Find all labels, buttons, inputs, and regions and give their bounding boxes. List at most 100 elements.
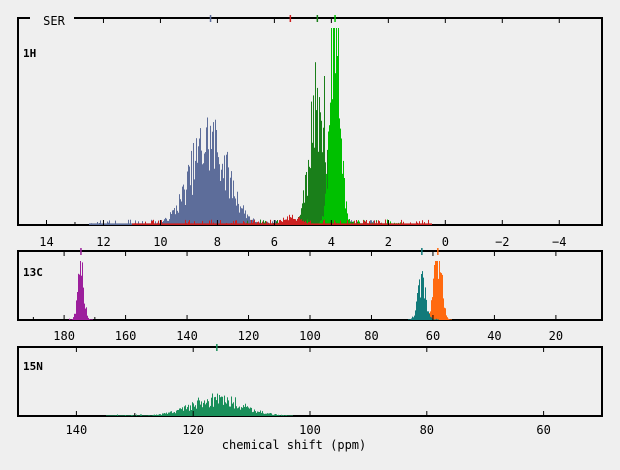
- histogram-bar: [421, 223, 422, 225]
- histogram-bar: [242, 223, 243, 225]
- histogram-bar: [334, 220, 335, 225]
- histogram-bar: [291, 217, 292, 225]
- histogram-bar: [183, 184, 184, 225]
- histogram-bar: [186, 189, 187, 225]
- histogram-bar: [238, 203, 239, 225]
- histogram-bar: [113, 415, 114, 416]
- histogram-bar: [138, 223, 139, 225]
- histogram-bar: [118, 223, 119, 225]
- x-tick-label: 10: [153, 235, 167, 249]
- histogram-bar: [169, 223, 170, 225]
- histogram-bar: [142, 415, 143, 416]
- histogram-bar: [115, 415, 116, 416]
- histogram-bar: [147, 415, 148, 416]
- histogram-bar: [316, 110, 317, 225]
- histogram-bar: [138, 221, 139, 225]
- histogram-bar: [425, 223, 426, 225]
- histogram-bar: [353, 223, 354, 225]
- histogram-bar: [192, 194, 193, 225]
- histogram-bar: [268, 413, 269, 416]
- histogram-bar: [218, 223, 219, 225]
- histogram-bar: [194, 406, 195, 416]
- histogram-bar: [447, 317, 448, 320]
- histogram-bar: [398, 223, 399, 225]
- histogram-bar: [374, 220, 375, 225]
- histogram-bar: [328, 131, 329, 225]
- histogram-bar: [350, 223, 351, 225]
- histogram-bar: [174, 223, 175, 225]
- histogram-bar: [112, 415, 113, 416]
- histogram-bar: [73, 317, 74, 320]
- histogram-bar: [227, 223, 228, 225]
- histogram-bar: [338, 223, 339, 225]
- histogram-bar: [206, 402, 207, 416]
- series-ca: [421, 248, 452, 320]
- histogram-bar: [70, 319, 71, 320]
- histogram-bar: [161, 220, 162, 225]
- histogram-bar: [125, 223, 126, 225]
- histogram-bar: [157, 414, 158, 416]
- histogram-bar: [221, 169, 222, 225]
- histogram-bar: [433, 278, 434, 320]
- histogram-bar: [362, 223, 363, 225]
- histogram-bar: [205, 223, 206, 225]
- histogram-bar: [144, 223, 145, 225]
- histogram-bar: [237, 408, 238, 416]
- histogram-bar: [95, 223, 96, 225]
- x-tick-label: 4: [328, 235, 335, 249]
- histogram-bar: [224, 155, 225, 225]
- histogram-bar: [144, 415, 145, 416]
- histogram-bar: [153, 414, 154, 416]
- histogram-bar: [329, 223, 330, 225]
- histogram-bar: [188, 404, 189, 416]
- histogram-bar: [151, 221, 152, 225]
- histogram-bar: [250, 219, 251, 225]
- histogram-bar: [395, 223, 396, 225]
- histogram-bar: [126, 223, 127, 225]
- histogram-bar: [229, 198, 230, 225]
- histogram-bar: [180, 223, 181, 225]
- histogram-bar: [186, 223, 187, 225]
- histogram-bar: [111, 223, 112, 225]
- histogram-bar: [272, 414, 273, 416]
- histogram-bar: [441, 273, 442, 320]
- histogram-bar: [335, 222, 336, 225]
- histogram-bar: [193, 143, 194, 225]
- mean-marker: [80, 248, 82, 255]
- histogram-bar: [363, 220, 364, 225]
- x-tick-label: 14: [39, 235, 53, 249]
- histogram-bar: [240, 223, 241, 225]
- mean-marker: [216, 344, 218, 351]
- histogram-bar: [292, 415, 293, 416]
- histogram-bar: [162, 413, 163, 416]
- histogram-bar: [343, 223, 344, 225]
- histogram-bar: [245, 223, 246, 225]
- histogram-bar: [397, 223, 398, 225]
- histogram-bar: [249, 223, 250, 225]
- histogram-bar: [180, 408, 181, 416]
- histogram-bar: [229, 223, 230, 225]
- histogram-bar: [210, 125, 211, 225]
- histogram-bar: [180, 199, 181, 225]
- histogram-bar: [114, 223, 115, 225]
- histogram-bar: [268, 222, 269, 225]
- histogram-bar: [190, 223, 191, 225]
- histogram-bar: [240, 206, 241, 225]
- histogram-bar: [386, 223, 387, 225]
- histogram-bar: [175, 214, 176, 225]
- histogram-bar: [321, 120, 322, 225]
- histogram-bar: [289, 214, 290, 225]
- histogram-bar: [228, 223, 229, 225]
- histogram-bar: [416, 221, 417, 225]
- histogram-bar: [355, 223, 356, 225]
- histogram-bar: [197, 223, 198, 225]
- histogram-bar: [284, 219, 285, 225]
- histogram-bar: [223, 178, 224, 225]
- histogram-bar: [173, 223, 174, 225]
- histogram-bar: [280, 415, 281, 416]
- x-tick-label: 160: [115, 329, 137, 343]
- histogram-bar: [109, 415, 110, 416]
- series-ha: [246, 15, 381, 226]
- histogram-bar: [353, 221, 354, 225]
- histogram-bar: [410, 222, 411, 225]
